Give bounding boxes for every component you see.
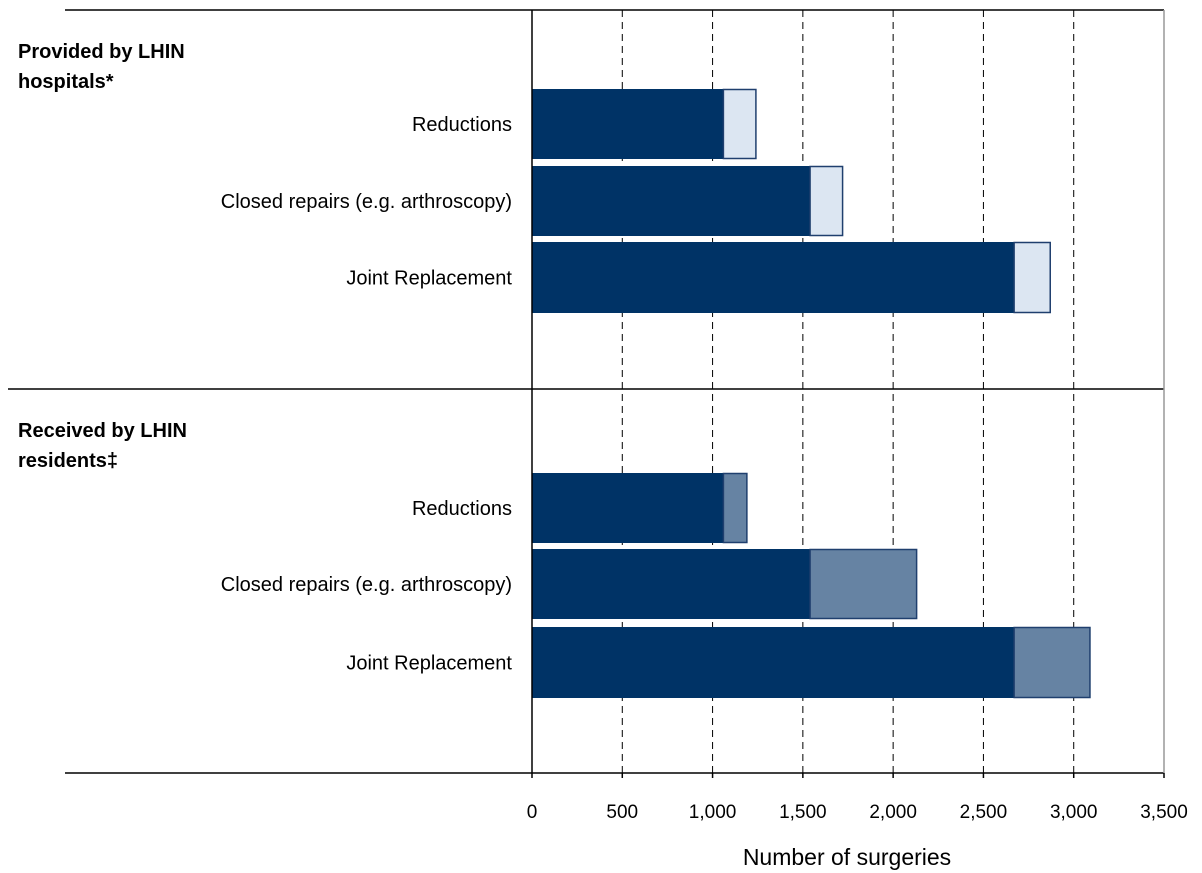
category-label: Joint Replacement [346, 268, 512, 290]
tick-label: 0 [527, 802, 538, 823]
group-label: hospitals* [18, 71, 114, 93]
category-labels: Reductions Closed repairs (e.g. arthrosco… [18, 41, 512, 675]
tick-label: 500 [606, 802, 638, 823]
category-label: Closed repairs (e.g. arthroscopy) [221, 191, 512, 213]
bar-segment-base [532, 166, 811, 236]
group-label: residents‡ [18, 450, 118, 472]
tick-label: 1,500 [779, 802, 827, 823]
bar-segment-extra [722, 472, 748, 544]
x-axis-ticks: 0 500 1,000 1,500 2,000 2,500 3,000 3,500 [527, 773, 1188, 823]
bar-segment-extra [809, 165, 844, 237]
tick-label: 2,500 [960, 802, 1008, 823]
category-label: Joint Replacement [346, 653, 512, 675]
bar-segment-base [532, 473, 724, 543]
tick-label: 1,000 [689, 802, 737, 823]
category-label: Reductions [412, 114, 512, 136]
tick-label: 2,000 [869, 802, 917, 823]
bars [532, 88, 1091, 699]
bar-segment-extra [1013, 241, 1051, 314]
tick-label: 3,500 [1140, 802, 1188, 823]
bar-segment-base [532, 549, 811, 619]
x-axis-title: Number of surgeries [743, 844, 951, 870]
tick-label: 3,000 [1050, 802, 1098, 823]
bar-segment-extra [722, 88, 757, 160]
bar-segment-base [532, 242, 1015, 313]
category-label: Closed repairs (e.g. arthroscopy) [221, 574, 512, 596]
group-label: Provided by LHIN [18, 41, 185, 63]
chart-frame [8, 9, 1165, 774]
bar-segment-base [532, 627, 1015, 698]
bar-segment-base [532, 89, 724, 159]
group-label: Received by LHIN [18, 420, 187, 442]
bar-segment-extra [809, 548, 918, 620]
bar-segment-extra [1013, 626, 1091, 699]
category-label: Reductions [412, 498, 512, 520]
